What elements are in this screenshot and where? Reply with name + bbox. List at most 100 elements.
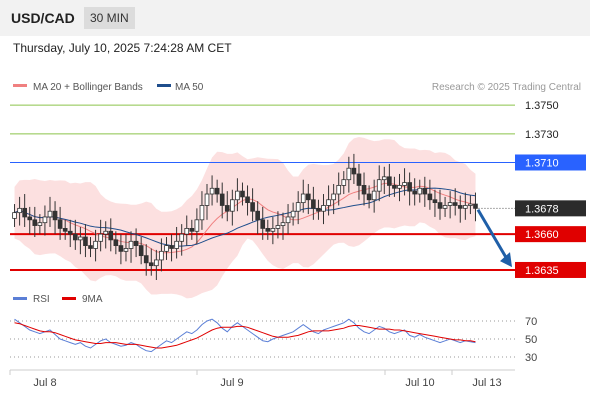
candle-body xyxy=(397,185,402,189)
candle-body xyxy=(356,173,362,186)
candle-body xyxy=(381,176,387,181)
candle-body xyxy=(402,182,407,186)
candle xyxy=(376,165,382,202)
candle-body xyxy=(376,179,382,192)
candle xyxy=(32,206,38,238)
candle xyxy=(204,183,210,220)
candle-body xyxy=(42,216,48,224)
candle-body xyxy=(88,245,93,249)
rsi-line xyxy=(14,318,476,353)
candle xyxy=(311,186,316,220)
candle xyxy=(148,248,154,276)
candle xyxy=(143,244,149,276)
candle xyxy=(214,179,220,203)
candle-body xyxy=(214,187,220,195)
candle-body xyxy=(159,250,164,261)
candle xyxy=(138,237,144,265)
timestamp: Thursday, July 10, 2025 7:24:28 AM CET xyxy=(13,41,232,55)
candle xyxy=(57,206,63,240)
candle xyxy=(67,219,73,248)
candle xyxy=(463,192,468,220)
candle xyxy=(164,237,169,260)
rsi-tick-label: 30 xyxy=(525,352,537,364)
candle xyxy=(230,189,235,226)
candle xyxy=(98,219,103,252)
forecast-arrow-head xyxy=(500,252,512,268)
level-badge-support xyxy=(515,226,586,243)
candle-body xyxy=(128,240,134,249)
candle xyxy=(250,188,255,222)
ma9-legend-swatch xyxy=(62,297,76,300)
candle xyxy=(62,219,68,240)
candle-body xyxy=(442,205,448,209)
candle xyxy=(295,191,301,225)
candle xyxy=(72,219,78,250)
candle xyxy=(447,191,453,219)
candle xyxy=(199,191,205,230)
candle-body xyxy=(346,167,352,181)
forecast-arrow-shaft xyxy=(476,209,509,260)
candle xyxy=(12,204,17,227)
candle xyxy=(392,176,397,197)
level-badge-label: 1.3710 xyxy=(525,157,559,169)
candle-body xyxy=(138,245,144,257)
candle xyxy=(356,163,362,200)
candle-body xyxy=(118,245,124,252)
level-badge-support xyxy=(515,261,586,278)
candle xyxy=(255,201,260,235)
candle-body xyxy=(164,245,169,252)
candle-body xyxy=(255,210,260,221)
currency-pair-title: USD/CAD xyxy=(11,10,75,26)
candle-body xyxy=(341,179,347,186)
candle-body xyxy=(361,185,367,195)
x-tick-label: Jul 10 xyxy=(405,377,434,389)
candle-body xyxy=(133,240,139,247)
candle-body xyxy=(209,187,215,195)
candle-body xyxy=(290,210,296,218)
candle xyxy=(346,156,352,193)
candle-body xyxy=(275,225,281,229)
candle xyxy=(159,238,164,272)
rsi-tick-label: 70 xyxy=(525,316,537,328)
candle-body xyxy=(422,187,428,195)
candle-body xyxy=(27,216,33,221)
candle-body xyxy=(432,199,438,204)
candle xyxy=(123,234,129,262)
candle xyxy=(224,191,230,222)
candle-body xyxy=(17,207,22,214)
candle xyxy=(154,249,159,280)
candle-body xyxy=(154,259,159,267)
candle-body xyxy=(108,230,114,241)
candle-body xyxy=(52,210,58,221)
candle-body xyxy=(174,240,179,249)
candle-body xyxy=(387,176,392,186)
candle xyxy=(240,182,245,206)
target-level-label: 1.3730 xyxy=(525,129,559,141)
candle-body xyxy=(67,230,73,235)
candle xyxy=(290,202,296,226)
candle-body xyxy=(93,240,98,249)
candle-body xyxy=(219,193,225,206)
candle-body xyxy=(224,205,230,212)
candle-body xyxy=(351,167,357,175)
candlesticks xyxy=(12,153,478,280)
rsi-legend-label: RSI xyxy=(33,294,50,305)
candle xyxy=(397,173,402,202)
candle xyxy=(331,183,336,215)
candle xyxy=(88,237,93,258)
candle-body xyxy=(62,228,68,232)
candle-body xyxy=(285,216,291,224)
timeframe-button[interactable]: 30 MIN xyxy=(84,7,135,29)
candle-body xyxy=(305,193,311,201)
current-price-label: 1.3678 xyxy=(525,203,559,215)
candle-body xyxy=(194,219,200,232)
candle xyxy=(118,234,124,265)
x-tick-label: Jul 13 xyxy=(472,377,501,389)
candle-body xyxy=(321,205,326,212)
candle-body xyxy=(103,230,109,235)
candle xyxy=(78,226,83,255)
candle-body xyxy=(240,190,245,198)
candle xyxy=(275,211,281,239)
candle xyxy=(381,166,387,195)
